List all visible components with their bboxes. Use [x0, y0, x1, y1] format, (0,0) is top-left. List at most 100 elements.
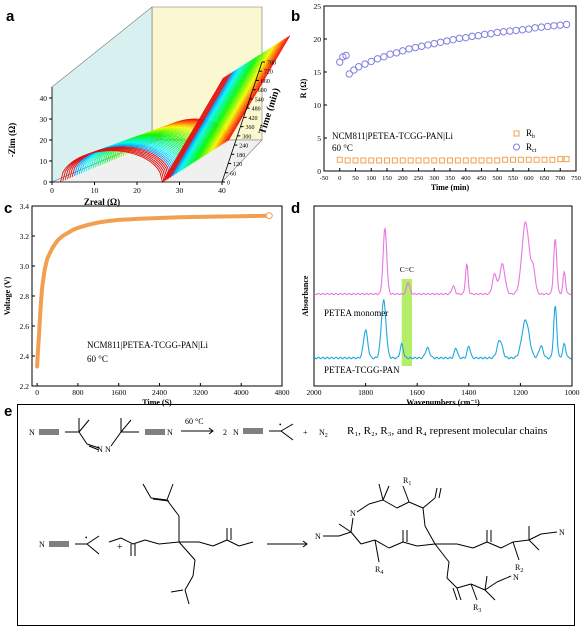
- b-rb-point: [376, 157, 383, 164]
- b-rct-point: [525, 25, 533, 33]
- aibn-n-right: N: [167, 428, 173, 437]
- panel-letter-a: a: [6, 8, 15, 25]
- time-tick-label-60: 60: [230, 171, 236, 177]
- radical2-dot: •: [85, 534, 88, 542]
- d-cc-highlight: [401, 279, 413, 366]
- b-rct-point: [361, 60, 369, 68]
- zim-tick-label-40: 40: [40, 94, 48, 103]
- b-rb-point: [470, 157, 477, 164]
- time-axis-line: [221, 61, 263, 183]
- b-legend-rct: Rct: [526, 142, 537, 154]
- b-rb-point: [336, 156, 343, 163]
- d-xtick-label-1800: 1800: [358, 388, 373, 397]
- b-xtick-label-750: 750: [571, 175, 581, 182]
- time-tick-label-420: 420: [249, 116, 258, 122]
- time-tick-label-780: 780: [267, 61, 276, 67]
- c-ytick-label-2.2: 2.2: [20, 382, 30, 391]
- b-rb-point: [462, 157, 469, 164]
- product-n-top: N: [350, 509, 356, 518]
- b-xlabel: Time (min): [431, 183, 470, 192]
- b-rb-point: [431, 157, 438, 164]
- coef-two: 2: [223, 428, 227, 437]
- zim-tick-label-20: 20: [40, 136, 48, 145]
- b-rct-point: [506, 27, 514, 35]
- zim-tick-label-10: 10: [40, 157, 48, 166]
- time-tick-label-360: 360: [245, 125, 254, 131]
- panel-letter-d: d: [291, 200, 301, 217]
- r4-label: R4: [375, 565, 383, 576]
- azo-n2: N: [105, 445, 111, 454]
- b-rct-point: [537, 23, 546, 31]
- d-frame: [313, 205, 573, 387]
- c-ytick-label-3.4: 3.4: [20, 202, 30, 211]
- b-rct-point: [455, 34, 464, 43]
- time-tick-label-660: 660: [261, 79, 270, 85]
- product-n-bottom: N: [513, 573, 519, 582]
- c-xlabel: Time (S): [142, 398, 172, 407]
- b-xtick-label-400: 400: [461, 175, 471, 182]
- b-ylabel: R (Ω): [299, 78, 308, 98]
- b-rct-point: [468, 32, 476, 41]
- radical-n: N: [233, 428, 239, 437]
- b-xtick-label-200: 200: [398, 175, 408, 182]
- r2-label: R2: [515, 563, 523, 574]
- time-tick-label-600: 600: [258, 88, 267, 94]
- b-frame: [323, 5, 577, 172]
- c-ylabel: Voltage (V): [3, 276, 12, 315]
- b-rb-point: [557, 156, 564, 163]
- c-ytick-label-2.4: 2.4: [20, 352, 30, 361]
- b-rb-point: [415, 157, 422, 164]
- b-rct-point: [424, 41, 432, 49]
- c-end-marker: [265, 212, 273, 220]
- b-rct-point: [518, 26, 527, 34]
- radical2-n: N: [39, 540, 45, 549]
- d-xtick-label-1400: 1400: [461, 388, 476, 397]
- time-tick-label-120: 120: [233, 162, 242, 168]
- b-xtick-label-250: 250: [414, 175, 424, 182]
- product-n-right: N: [559, 528, 565, 537]
- zreal-axis: 0 10 20 30 40: [50, 181, 226, 195]
- b-rct-point: [367, 57, 375, 66]
- b-rct-point: [531, 24, 539, 32]
- zreal-label: Zreal (Ω): [84, 197, 120, 207]
- b-ytick-label-20: 20: [314, 35, 322, 44]
- b-rb-point: [352, 157, 359, 164]
- b-rct-point: [417, 42, 426, 50]
- b-annotation-temp: 60 °C: [332, 143, 353, 153]
- b-legend-rct-marker: [513, 143, 520, 151]
- time-tick-label-300: 300: [242, 134, 251, 140]
- c-annotation-cell: NCM811|PETEA-TCGG-PAN|Li: [87, 340, 208, 350]
- zim-axis: 0 10 20 30 40: [40, 87, 53, 187]
- b-rct-point: [556, 21, 564, 29]
- b-rct-point: [550, 22, 558, 30]
- panel-d-ftir: C=C 2000 1800 1600 1400 1200 1000 Wavenumbers (…: [301, 205, 580, 407]
- b-xtick-label-600: 600: [524, 175, 534, 182]
- d-ylabel: Absorbance: [301, 275, 310, 316]
- b-rb-point: [368, 157, 375, 164]
- c-xtick-label-4000: 4000: [234, 388, 249, 397]
- b-rb-point: [447, 157, 453, 164]
- b-rb-point: [384, 157, 390, 164]
- chains-note: R₁, R₂, R₃, and R₄ represent molecular c…: [347, 425, 547, 437]
- b-rct-point: [373, 55, 382, 63]
- c-xtick-label-3200: 3200: [193, 388, 208, 397]
- b-rb-point: [533, 156, 540, 163]
- d-petea-tcgg-pan-spectrum: [313, 299, 573, 360]
- b-rb-point: [563, 156, 570, 163]
- b-xtick-label-350: 350: [445, 175, 455, 182]
- time-tick-label-720: 720: [264, 70, 273, 76]
- b-rb-point: [486, 157, 493, 164]
- b-xtick-label--50: -50: [320, 175, 329, 182]
- c-ytick-label-3.2: 3.2: [20, 232, 30, 241]
- c-xtick-label-800: 800: [72, 388, 84, 397]
- panel-letter-c: c: [4, 200, 13, 217]
- b-rb-point: [494, 157, 501, 164]
- b-rct-point: [386, 50, 394, 58]
- zim-tick-label-0: 0: [43, 178, 47, 187]
- zim-tick-label-30: 30: [40, 115, 48, 124]
- d-legend-monomer: PETEA monomer: [324, 308, 388, 318]
- b-xtick-label-150: 150: [382, 175, 392, 182]
- zreal-tick-label-40: 40: [218, 186, 226, 195]
- d-xtick-label-1600: 1600: [410, 388, 425, 397]
